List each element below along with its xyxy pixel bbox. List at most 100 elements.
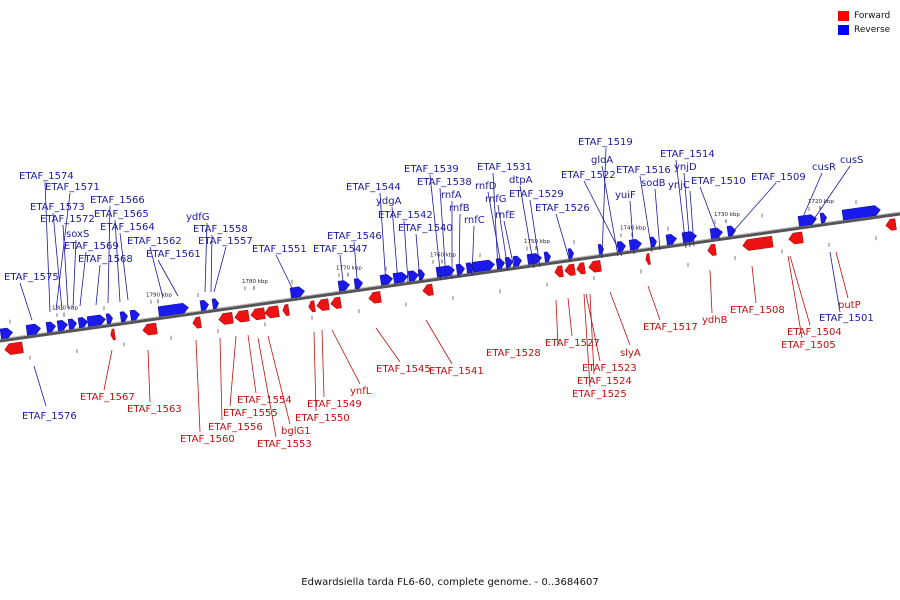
gene-label[interactable]: ETAF_1569 [64, 241, 119, 252]
forward-gene-arrow[interactable] [422, 283, 434, 296]
gene-label[interactable]: ETAF_1538 [417, 177, 472, 188]
forward-gene-arrow[interactable] [576, 262, 586, 275]
gene-label[interactable]: ETAF_1550 [295, 413, 350, 424]
reverse-gene-arrow[interactable] [726, 225, 736, 237]
gene-label[interactable]: ETAF_1522 [561, 170, 616, 181]
gene-label[interactable]: yuiF [615, 190, 636, 201]
gene-label[interactable]: gloA [591, 155, 613, 166]
gene-label[interactable]: ETAF_1556 [208, 422, 263, 433]
gene-label[interactable]: rnfA [441, 190, 462, 201]
reverse-gene-arrow[interactable] [543, 251, 551, 263]
gene-label[interactable]: ETAF_1547 [313, 244, 368, 255]
reverse-gene-arrow[interactable] [211, 298, 219, 310]
gene-label[interactable]: cusR [812, 162, 836, 173]
gene-label[interactable]: ETAF_1546 [327, 231, 382, 242]
gene-label[interactable]: ETAF_1541 [429, 366, 484, 377]
reverse-gene-arrow[interactable] [512, 255, 522, 267]
gene-label[interactable]: ydhB [702, 315, 728, 326]
reverse-gene-arrow[interactable] [665, 234, 677, 246]
forward-gene-arrow[interactable] [788, 231, 804, 245]
gene-label[interactable]: ETAF_1573 [30, 202, 85, 213]
gene-label[interactable]: ETAF_1523 [582, 363, 637, 374]
reverse-gene-arrow[interactable] [471, 259, 495, 273]
gene-label[interactable]: ETAF_1551 [252, 244, 307, 255]
reverse-gene-arrow[interactable] [119, 311, 128, 323]
gene-label[interactable]: sodB [641, 178, 666, 189]
forward-gene-arrow[interactable] [742, 235, 774, 251]
gene-label[interactable]: ETAF_1568 [78, 254, 133, 265]
gene-label[interactable]: ETAF_1529 [509, 189, 564, 200]
gene-label[interactable]: ETAF_1519 [578, 137, 633, 148]
reverse-gene-arrow[interactable] [86, 314, 106, 327]
gene-label[interactable]: rnfD [475, 181, 497, 192]
gene-label[interactable]: ETAF_1525 [572, 389, 627, 400]
gene-label[interactable]: ETAF_1526 [535, 203, 590, 214]
gene-label[interactable]: ETAF_1554 [237, 395, 292, 406]
forward-gene-arrow[interactable] [707, 243, 717, 256]
gene-label[interactable]: ETAF_1514 [660, 149, 715, 160]
gene-label[interactable]: ETAF_1527 [545, 338, 600, 349]
gene-label[interactable]: ydfG [186, 212, 210, 223]
gene-label[interactable]: ETAF_1557 [198, 236, 253, 247]
forward-gene-arrow[interactable] [554, 265, 564, 278]
gene-label[interactable]: putP [838, 300, 861, 311]
gene-label[interactable]: ETAF_1563 [127, 404, 182, 415]
gene-label[interactable]: ETAF_1510 [691, 176, 746, 187]
gene-label[interactable]: ETAF_1508 [730, 305, 785, 316]
forward-gene-arrow[interactable] [885, 218, 897, 231]
gene-label[interactable]: ETAF_1574 [19, 171, 74, 182]
reverse-gene-arrow[interactable] [129, 309, 140, 321]
gene-label[interactable]: bglG1 [281, 426, 311, 437]
gene-label[interactable]: ETAF_1572 [40, 214, 95, 225]
gene-label[interactable]: ETAF_1562 [127, 236, 182, 247]
reverse-gene-arrow[interactable] [567, 248, 574, 260]
reverse-gene-arrow[interactable] [455, 263, 465, 275]
gene-label[interactable]: ETAF_1567 [80, 392, 135, 403]
reverse-gene-arrow[interactable] [199, 299, 209, 311]
gene-label[interactable]: ETAF_1539 [404, 164, 459, 175]
gene-label[interactable]: ydgA [376, 196, 402, 207]
gene-label[interactable]: ETAF_1516 [616, 165, 671, 176]
reverse-gene-arrow[interactable] [157, 302, 189, 317]
gene-label[interactable]: ETAF_1517 [643, 322, 698, 333]
gene-label[interactable]: dtpA [509, 175, 533, 186]
gene-label[interactable]: ETAF_1561 [146, 249, 201, 260]
forward-gene-arrow[interactable] [588, 260, 602, 273]
forward-gene-arrow[interactable] [234, 309, 250, 323]
forward-gene-arrow[interactable] [264, 305, 280, 319]
gene-label[interactable]: ynjD [674, 162, 697, 173]
gene-label[interactable]: rnfC [464, 215, 485, 226]
gene-label[interactable]: rnfB [449, 203, 470, 214]
reverse-gene-arrow[interactable] [616, 241, 626, 253]
reverse-gene-arrow[interactable] [841, 205, 881, 221]
forward-gene-arrow[interactable] [564, 263, 576, 276]
gene-label[interactable]: ETAF_1524 [577, 376, 632, 387]
reverse-gene-arrow[interactable] [628, 239, 642, 251]
reverse-gene-arrow[interactable] [353, 278, 363, 290]
reverse-gene-arrow[interactable] [67, 318, 77, 330]
reverse-gene-arrow[interactable] [379, 274, 393, 286]
forward-gene-arrow[interactable] [645, 253, 651, 265]
reverse-gene-arrow[interactable] [392, 272, 408, 284]
forward-gene-arrow[interactable] [368, 291, 382, 304]
gene-label[interactable]: rnfE [495, 210, 515, 221]
gene-label[interactable]: ETAF_1501 [819, 313, 874, 324]
reverse-gene-arrow[interactable] [819, 212, 827, 224]
gene-label[interactable]: ETAF_1509 [751, 172, 806, 183]
forward-gene-arrow[interactable] [110, 328, 116, 341]
reverse-gene-arrow[interactable] [77, 317, 88, 329]
gene-label[interactable]: ynjC [668, 180, 690, 191]
gene-label[interactable]: cusS [840, 155, 863, 166]
gene-label[interactable]: ETAF_1540 [398, 223, 453, 234]
forward-gene-arrow[interactable] [308, 300, 316, 313]
gene-label[interactable]: ETAF_1576 [22, 411, 77, 422]
gene-label[interactable]: ETAF_1571 [45, 182, 100, 193]
gene-label[interactable]: rnfG [485, 194, 507, 205]
forward-gene-arrow[interactable] [282, 304, 290, 316]
gene-label[interactable]: ETAF_1575 [4, 272, 59, 283]
forward-gene-arrow[interactable] [192, 316, 202, 329]
reverse-gene-arrow[interactable] [56, 319, 68, 332]
gene-label[interactable]: ETAF_1544 [346, 182, 401, 193]
reverse-gene-arrow[interactable] [25, 323, 41, 336]
gene-label[interactable]: ETAF_1542 [378, 210, 433, 221]
